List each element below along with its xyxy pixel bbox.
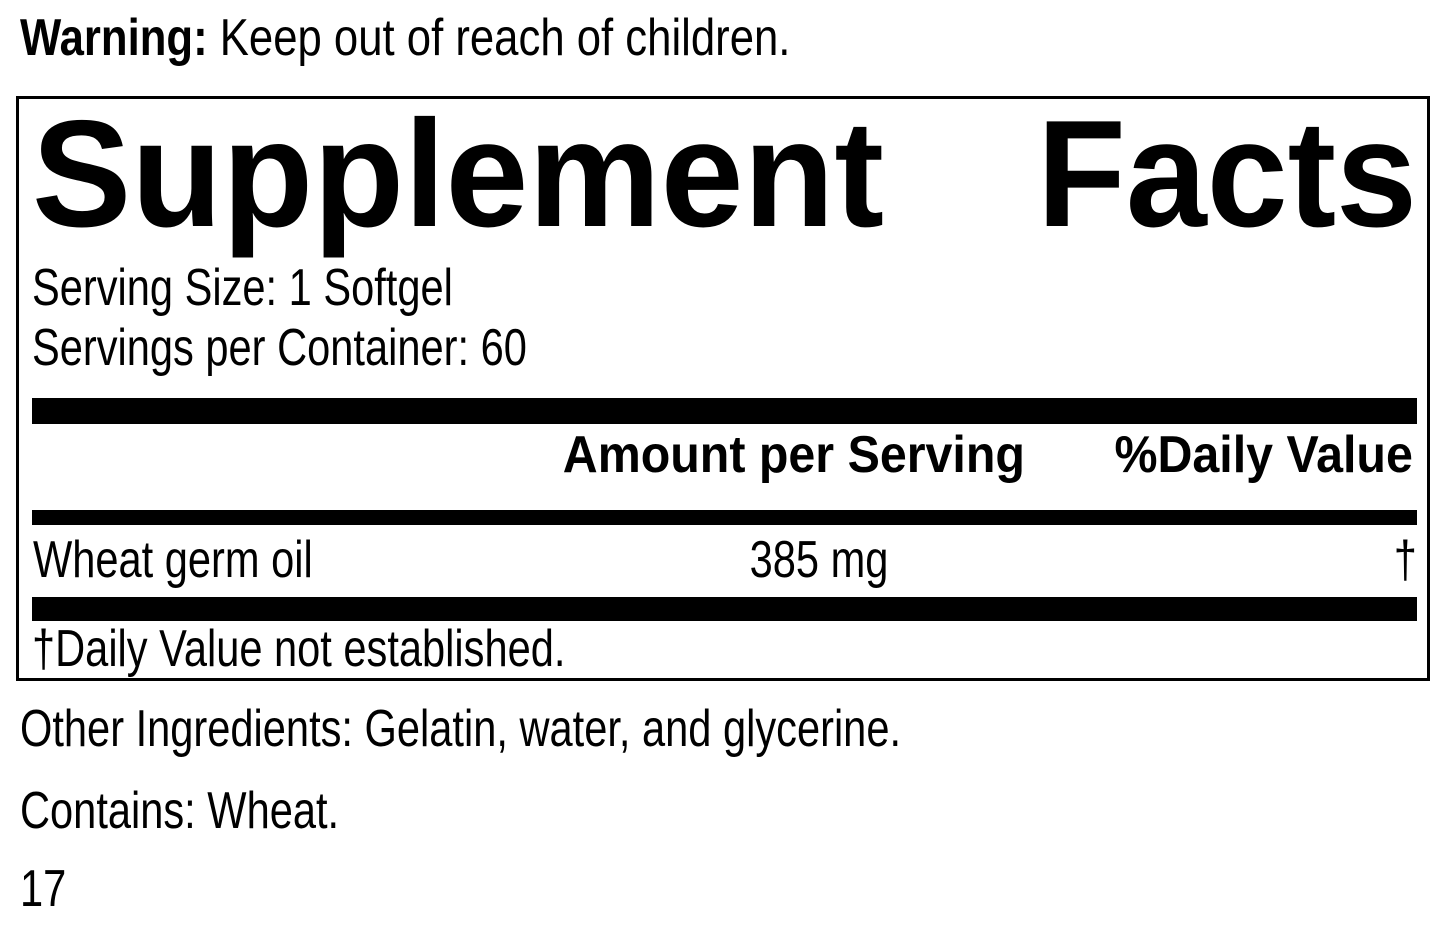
contains-text: Contains: Wheat. [20,782,340,840]
serving-size-text: Serving Size: 1 Softgel [32,259,453,317]
servings-per-container-line: Servings per Container: 60 [32,318,1417,378]
other-ingredients-line: Other Ingredients: Gelatin, water, and g… [20,703,1445,755]
rule-thick-top [32,398,1417,424]
serving-size-line: Serving Size: 1 Softgel [32,258,1417,318]
title-word-facts: Facts [1037,89,1417,259]
servings-per-container-text: Servings per Container: 60 [32,319,527,377]
rule-thick-bottom [32,597,1417,621]
nutrient-name: Wheat germ oil [33,531,313,589]
column-header-amount: Amount per Serving [562,426,1025,484]
contains-line: Contains: Wheat. [20,785,1445,837]
nutrient-daily-value-dagger: † [1393,531,1417,589]
rule-thin-middle [32,510,1417,525]
warning-text-wrapper: Warning: Keep out of reach of children. [20,12,790,64]
warning-line: Warning: Keep out of reach of children. [20,12,1445,64]
warning-label: Warning: [20,9,208,67]
table-row: Wheat germ oil 385 mg † [32,525,1417,597]
other-ingredients-text: Other Ingredients: Gelatin, water, and g… [20,700,902,758]
title-word-supplement: Supplement [32,89,884,259]
page-number-text: 17 [20,860,67,918]
table-header-row: Amount per Serving %Daily Value [32,424,1417,510]
nutrient-amount: 385 mg [749,531,889,589]
supplement-facts-title: Supplement Facts [32,89,1417,259]
column-header-daily-value: %Daily Value [1114,426,1413,484]
daily-value-footnote: †Daily Value not established. [32,620,566,678]
warning-message: Keep out of reach of children. [219,9,791,67]
supplement-facts-panel: Supplement Facts Serving Size: 1 Softgel… [16,89,1430,684]
page-number: 17 [20,863,1445,915]
footnote-area: †Daily Value not established. [32,621,1417,684]
